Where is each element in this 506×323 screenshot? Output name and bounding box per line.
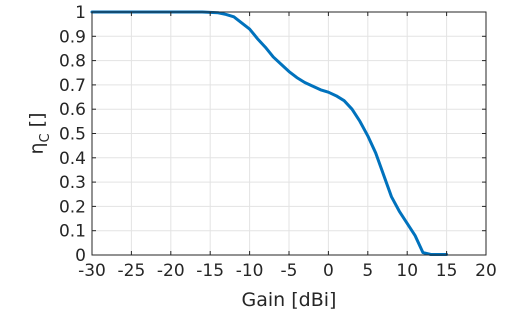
x-tick-label: -25 — [118, 261, 146, 281]
y-tick-label: 0.3 — [59, 173, 86, 193]
x-tick-label: -20 — [157, 261, 185, 281]
y-axis-label-main: η — [26, 142, 48, 154]
series-layer — [90, 10, 449, 257]
x-tick-label: -5 — [281, 261, 298, 281]
y-tick-label: 0.9 — [59, 27, 86, 47]
y-tick-label: 0.2 — [59, 197, 86, 217]
y-tick-label: 0.6 — [59, 100, 86, 120]
x-tick-label: -30 — [78, 261, 106, 281]
x-tick-label: -10 — [236, 261, 264, 281]
y-tick-label: 0.8 — [59, 52, 86, 72]
x-tick-label: -15 — [196, 261, 224, 281]
x-ticks: -30 -25 -20 -15 -10 -5 0 5 10 15 20 — [78, 12, 497, 281]
y-tick-label: 0 — [75, 246, 86, 266]
y-tick-label: 0.1 — [59, 222, 86, 242]
x-tick-label: 0 — [323, 261, 334, 281]
y-tick-label: 0.5 — [59, 125, 86, 145]
y-ticks: 0 0.1 0.2 0.3 0.4 0.5 0.6 0.7 0.8 0.9 1 — [59, 3, 486, 266]
y-axis-label-unit: [] — [26, 113, 48, 134]
x-tick-label: 15 — [436, 261, 458, 281]
y-tick-label: 1 — [75, 3, 86, 23]
y-axis-label-sub: C — [38, 133, 53, 142]
series-line — [90, 10, 449, 257]
x-tick-label: 20 — [475, 261, 497, 281]
y-tick-label: 0.4 — [59, 149, 86, 169]
x-tick-label: 5 — [362, 261, 373, 281]
x-tick-label: 10 — [396, 261, 418, 281]
y-tick-label: 0.7 — [59, 76, 86, 96]
y-axis-label: ηC [] — [26, 113, 53, 155]
x-axis-label: Gain [dBi] — [242, 289, 337, 311]
